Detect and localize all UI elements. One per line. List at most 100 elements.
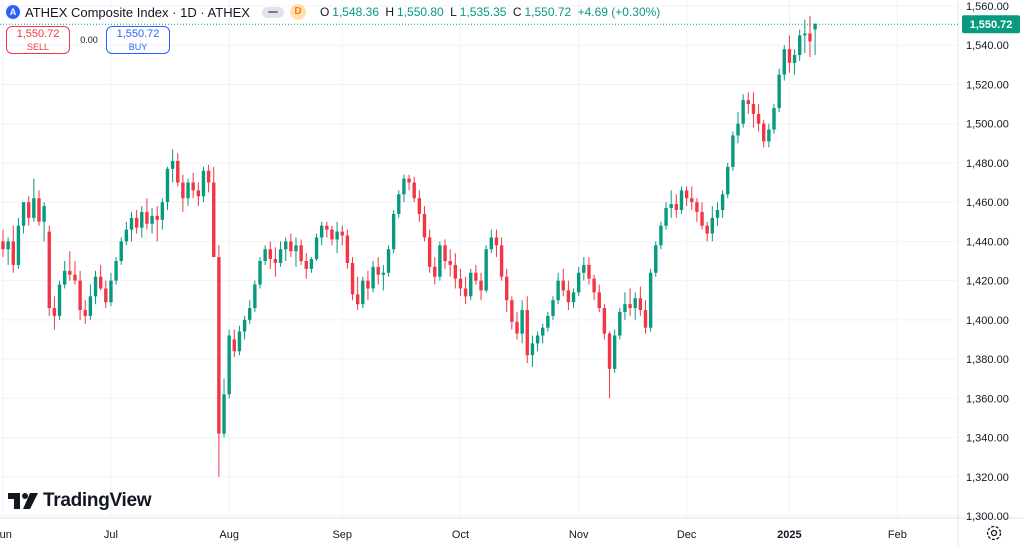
candle-body <box>186 182 190 199</box>
candle-body <box>304 261 308 269</box>
candle-body <box>98 276 103 289</box>
candle-body <box>391 213 396 250</box>
candle-body <box>808 33 812 42</box>
candle-body <box>134 217 139 228</box>
candle <box>366 270 370 301</box>
candle <box>767 123 771 148</box>
candle <box>345 229 350 269</box>
candle <box>263 245 267 265</box>
candle-body <box>88 296 93 316</box>
candle-body <box>181 182 185 199</box>
candle-body <box>602 308 607 334</box>
candle <box>499 237 504 281</box>
candle <box>160 198 165 230</box>
candle-body <box>1 241 5 250</box>
candle <box>669 190 673 218</box>
candle-body <box>376 266 380 275</box>
candle-body <box>52 308 57 316</box>
candle <box>273 247 278 277</box>
candle <box>541 323 545 344</box>
candle-body <box>618 312 622 336</box>
candle <box>355 276 360 311</box>
candle-body <box>463 288 468 297</box>
candle-body <box>515 321 519 334</box>
candle <box>391 210 396 254</box>
candle-body <box>345 235 350 263</box>
candle-body <box>726 166 730 195</box>
last-price-label: 1,550.72 <box>970 19 1013 31</box>
candle-body <box>37 198 41 222</box>
candle <box>787 35 792 73</box>
candle <box>340 225 344 246</box>
candle <box>314 233 319 261</box>
candle <box>582 257 586 281</box>
candle-body <box>176 160 180 183</box>
candle-body <box>273 259 278 263</box>
candle-body <box>145 211 149 224</box>
candle <box>119 237 123 265</box>
price-tick-label: 1,440.00 <box>966 236 1009 248</box>
candle <box>212 166 216 258</box>
time-tick-label: Feb <box>888 529 907 541</box>
candle-body <box>669 204 673 209</box>
candle-body <box>21 202 26 226</box>
candle <box>57 280 62 320</box>
price-axis[interactable]: 1,300.00 1,320.00 1,340.00 1,360.00 1,380.00… <box>966 1 1009 523</box>
symbol-header[interactable]: A ATHEX Composite Index · 1D · ATHEX D O… <box>6 3 660 21</box>
candle <box>813 23 817 56</box>
time-tick-label: Oct <box>452 529 469 541</box>
candles <box>1 15 817 477</box>
delayed-badge[interactable]: D <box>289 4 306 20</box>
candle-body <box>104 288 108 303</box>
candle-body <box>690 198 694 203</box>
buy-button[interactable]: 1,550.72 BUY <box>106 26 170 54</box>
candle <box>772 104 776 134</box>
candle <box>98 264 103 291</box>
candle-body <box>458 278 463 289</box>
collapse-toggle-icon[interactable] <box>261 6 284 18</box>
candle <box>798 29 802 61</box>
candle <box>201 166 206 203</box>
candle <box>11 225 15 273</box>
candle-body <box>720 194 725 210</box>
tradingview-logo[interactable]: TradingView <box>8 490 152 512</box>
candle <box>535 331 540 352</box>
candle <box>145 198 149 230</box>
time-tick-label: Aug <box>219 529 239 541</box>
last-price-badge: 1,550.72 <box>962 15 1020 34</box>
candle-body <box>443 245 447 261</box>
candle-body <box>756 113 761 124</box>
symbol-title[interactable]: ATHEX Composite Index · 1D · ATHEX <box>25 4 250 20</box>
spread-value: 0.00 <box>80 35 98 45</box>
candle <box>628 288 632 316</box>
candle-body <box>741 100 745 124</box>
candle <box>777 68 781 112</box>
high-label: H <box>385 5 395 19</box>
candle <box>124 221 129 246</box>
candle <box>469 268 473 301</box>
logo-text: TradingView <box>43 490 152 511</box>
gear-icon[interactable] <box>985 524 1003 542</box>
candle <box>319 221 324 246</box>
candle <box>726 162 730 199</box>
candle-body <box>278 249 283 263</box>
candle <box>83 300 87 324</box>
candle <box>674 194 679 218</box>
candle-body <box>402 178 406 195</box>
candle-body <box>232 339 236 352</box>
candle-body <box>73 274 77 281</box>
time-tick-label: Jul <box>104 529 118 541</box>
sell-button[interactable]: 1,550.72 SELL <box>6 26 70 54</box>
candle-body <box>150 215 154 224</box>
candle <box>381 264 386 291</box>
candle-body <box>736 123 740 136</box>
candle-body <box>11 241 15 265</box>
candle-body <box>561 280 565 291</box>
candle-body <box>798 35 802 56</box>
candle <box>587 257 591 285</box>
candle-body <box>813 23 817 30</box>
time-axis[interactable]: Jun Jul Aug Sep Oct Nov Dec 2025 Feb <box>0 529 907 541</box>
candle-body <box>201 170 206 197</box>
candle-body <box>6 241 10 250</box>
